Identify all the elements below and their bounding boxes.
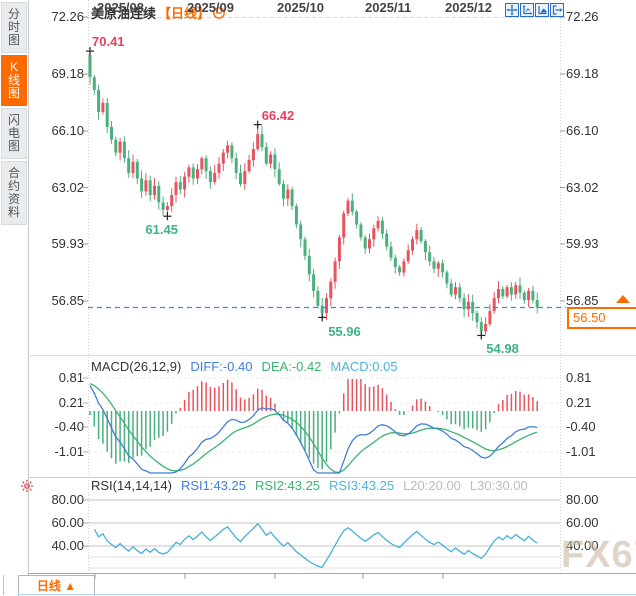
rsi3-value: RSI3:43.25 <box>329 478 395 493</box>
price-axis-label-left: 56.85 <box>51 293 84 308</box>
price-annotation: 61.45 <box>145 222 178 238</box>
price-axis-label-right: 56.85 <box>566 293 599 308</box>
sidebar-item-0[interactable]: 分 时 图 <box>1 2 27 53</box>
chart-toolbar <box>505 3 564 17</box>
sidebar-item-1[interactable]: K 线 图 <box>1 55 27 106</box>
period-selector[interactable]: 日线 ▲ <box>18 575 95 596</box>
macd-axis-label-right: -0.40 <box>566 419 596 434</box>
x-axis-label: 2025/11 <box>365 0 412 15</box>
price-annotation: 54.98 <box>486 341 519 357</box>
x-axis-label: 2025/09 <box>187 0 234 15</box>
x-axis-label: 2025/08 <box>97 0 144 15</box>
price-axis-label-left: 66.10 <box>51 123 84 138</box>
price-annotation: 55.96 <box>328 324 361 340</box>
y-axis-scale-icon[interactable] <box>520 3 534 17</box>
x-axis-label: 2025/10 <box>277 0 324 15</box>
x-axis-scale-icon[interactable] <box>535 3 549 17</box>
indicator-settings-icon[interactable] <box>20 479 34 493</box>
price-annotation: 70.41 <box>92 34 125 50</box>
macd-axis-label-right: 0.21 <box>566 395 592 410</box>
macd-axis-label-left: 0.81 <box>58 370 84 385</box>
rsi-header: RSI(14,14,14) RSI1:43.25 RSI2:43.25 RSI3… <box>91 478 528 493</box>
rsi-axis-label-right: 60.00 <box>566 515 599 530</box>
rsi1-value: RSI1:43.25 <box>180 478 246 493</box>
macd-axis-label-left: -0.40 <box>54 419 84 434</box>
macd-axis-label-left: 0.21 <box>58 395 84 410</box>
x-axis-label: 2025/12 <box>445 0 492 15</box>
symbol-name: 美原油连续 <box>91 6 157 21</box>
rsi-l20-value: L20:20.00 <box>403 478 461 493</box>
export-exit-icon[interactable] <box>550 3 564 17</box>
sidebar-item-2[interactable]: 闪 电 图 <box>1 108 27 159</box>
macd-title: MACD(26,12,9) <box>91 359 182 374</box>
crosshair-move-icon[interactable] <box>505 3 519 17</box>
price-annotation: 66.42 <box>261 107 295 123</box>
bottom-divider <box>18 594 636 595</box>
rsi2-value: RSI2:43.25 <box>254 478 321 493</box>
price-axis-label-left: 59.93 <box>51 236 84 251</box>
price-axis-label-right: 69.18 <box>566 66 599 81</box>
macd-header: MACD(26,12,9) DIFF:-0.40 DEA:-0.42 MACD:… <box>91 359 398 374</box>
macd-dea-value: DEA:-0.42 <box>261 359 322 374</box>
chart-title: 美原油连续 【日线】 <box>91 3 226 22</box>
rsi-title: RSI(14,14,14) <box>91 478 172 493</box>
macd-axis-label-right: -1.01 <box>566 444 596 459</box>
price-axis-label-right: 66.10 <box>566 123 599 138</box>
macd-diff-value: DIFF:-0.40 <box>190 359 253 374</box>
price-axis-label-right: 63.02 <box>566 179 599 195</box>
minus-circle-icon[interactable] <box>212 6 226 20</box>
price-axis-label-right: 72.26 <box>566 9 599 24</box>
price-axis-label-left: 69.18 <box>51 66 84 81</box>
rsi-axis-label-left: 40.00 <box>51 538 84 553</box>
price-axis-label-left: 72.26 <box>51 9 84 24</box>
price-axis-label-right: 59.93 <box>566 236 599 251</box>
rsi-axis-label-left: 60.00 <box>51 515 84 530</box>
period-tag: 【日线】 <box>158 6 211 21</box>
sidebar-item-3[interactable]: 合 约 资 料 <box>1 161 27 225</box>
rsi-axis-label-left: 80.00 <box>51 492 84 507</box>
rsi-l30-value: L30:30.00 <box>469 478 528 493</box>
macd-macd-value: MACD:0.05 <box>330 359 398 374</box>
macd-axis-label-left: -1.01 <box>54 444 84 459</box>
rsi-axis-label-right: 80.00 <box>566 492 599 507</box>
rsi-axis-label-right: 40.00 <box>566 538 599 553</box>
macd-axis-label-right: 0.81 <box>566 370 592 385</box>
last-price-box: 56.50 <box>567 307 636 329</box>
price-axis-label-left: 63.02 <box>51 179 84 195</box>
